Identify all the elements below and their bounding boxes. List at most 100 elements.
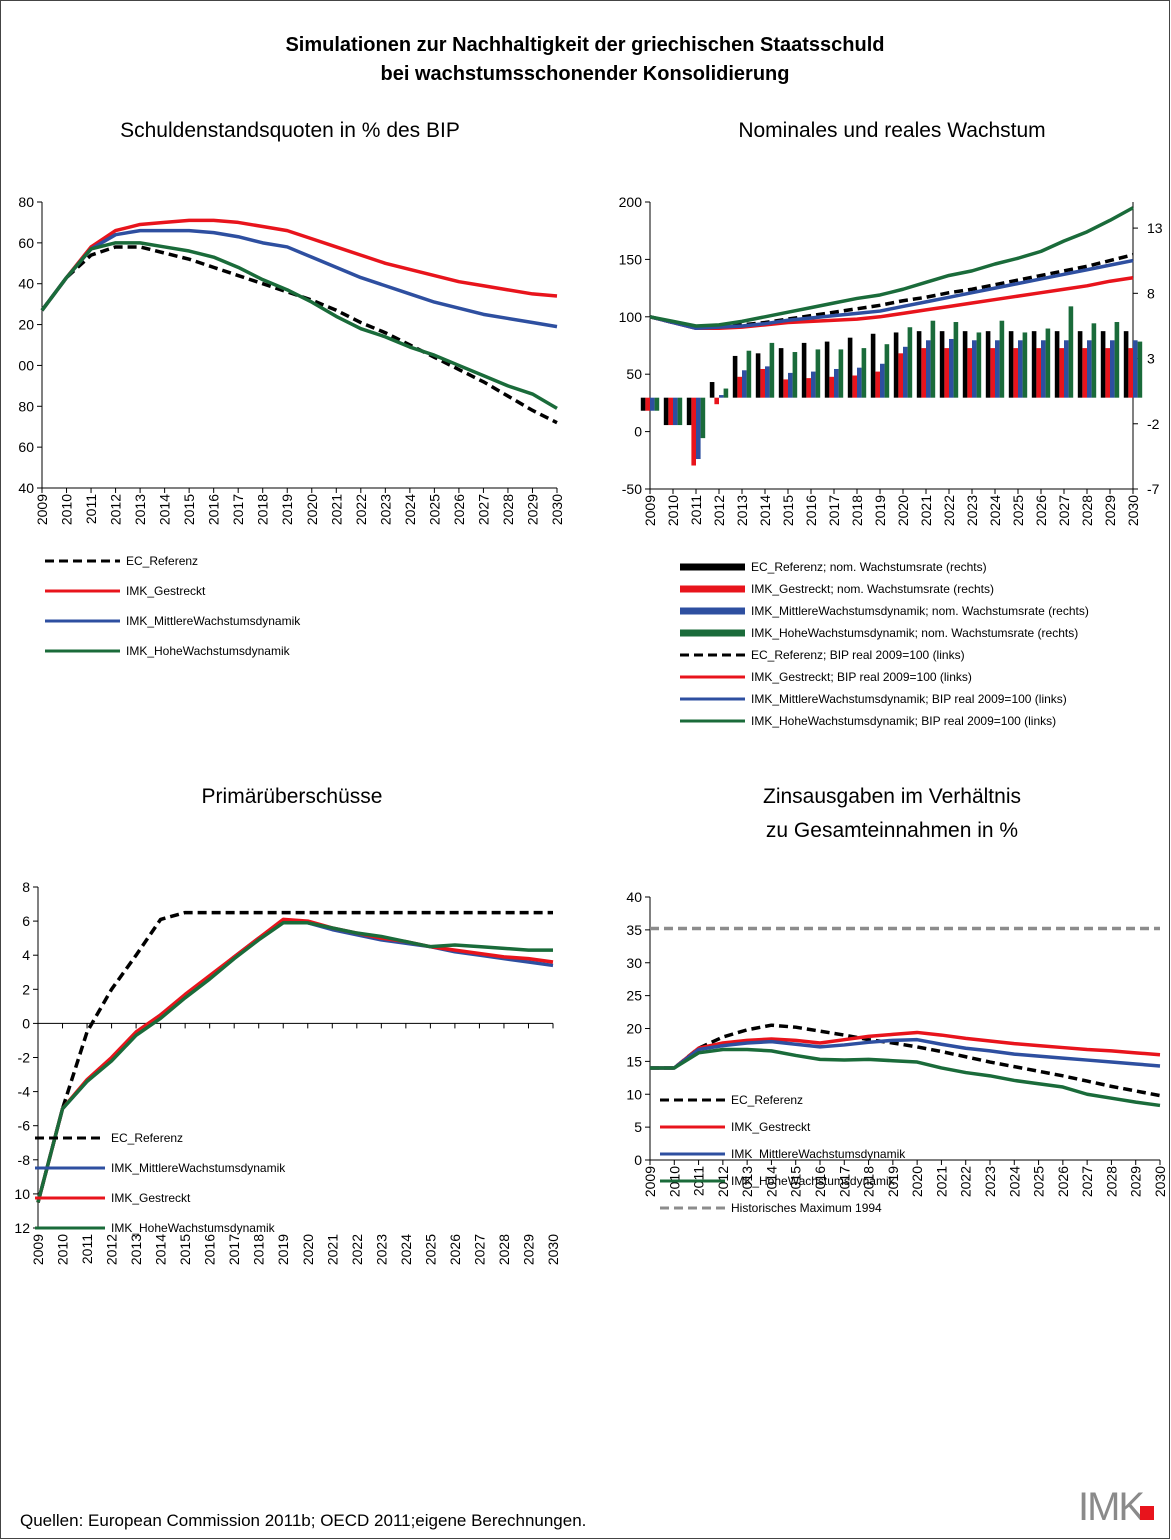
legend-label: IMK_Gestreckt [731, 1120, 811, 1134]
bar [654, 397, 660, 411]
bar [1045, 328, 1051, 398]
legend-label: IMK_HoheWachstumsdynamik; nom. Wachstums… [751, 626, 1078, 640]
x-tick-label: 2012 [711, 495, 727, 526]
bar [880, 363, 885, 398]
x-tick-label: 2029 [1102, 495, 1118, 526]
x-tick-label: 2029 [524, 494, 540, 525]
x-tick-label: 2011 [83, 494, 99, 524]
bar [723, 388, 729, 398]
x-tick-label: 2029 [520, 1234, 536, 1265]
bar [742, 370, 747, 398]
bar [714, 397, 719, 405]
y-tick-label: 5 [634, 1119, 642, 1135]
y2-tick-label: -7 [1147, 481, 1160, 497]
x-tick-label: 2018 [861, 1166, 877, 1197]
chart-title: Zinsausgaben im Verhältnis [763, 785, 1021, 808]
y-tick-label: 25 [626, 988, 642, 1004]
legend-label: IMK_HoheWachstumsdynamik [111, 1221, 276, 1235]
y-tick-label: -6 [18, 1118, 31, 1134]
bar [1137, 341, 1143, 398]
x-tick-label: 2020 [304, 494, 320, 525]
x-tick-label: 2018 [251, 1234, 267, 1265]
x-tick-label: 2027 [475, 494, 491, 525]
main-title: Simulationen zur Nachhaltigkeit der grie… [285, 34, 884, 56]
x-tick-label: 2019 [872, 495, 888, 526]
y-tick-label: 40 [626, 889, 642, 905]
x-tick-label: 2014 [757, 495, 773, 526]
bar [1008, 331, 1014, 398]
x-tick-label: 2019 [275, 1234, 291, 1265]
bar [1018, 340, 1023, 398]
bar [916, 331, 922, 398]
y2-tick-label: 13 [1147, 220, 1163, 236]
x-tick-label: 2020 [909, 1166, 925, 1197]
bar [1036, 348, 1041, 398]
chart-title: Primärüberschüsse [202, 785, 383, 808]
x-tick-label: 2017 [826, 495, 842, 526]
x-tick-label: 2026 [451, 494, 467, 525]
bar [1068, 306, 1074, 398]
line-series [650, 1023, 1161, 1098]
legend-label: EC_Referenz; nom. Wachstumsrate (rechts) [751, 560, 987, 574]
bar [921, 348, 926, 398]
x-tick-label: 2027 [471, 1234, 487, 1265]
bar [640, 397, 646, 411]
y-tick-label: 10 [14, 1186, 30, 1202]
bar [1110, 340, 1115, 398]
x-tick-label: 2011 [688, 495, 704, 525]
x-tick-label: 2012 [108, 494, 124, 525]
y-tick-label: 80 [18, 398, 34, 414]
y-tick-label: 00 [18, 357, 34, 373]
x-tick-label: 2016 [812, 1166, 828, 1197]
legend-label: IMK_MittlereWachstumsdynamik; BIP real 2… [751, 692, 1067, 706]
y-tick-label: 0 [634, 1152, 642, 1168]
line-series [40, 218, 558, 312]
y-tick-label: 80 [18, 194, 34, 210]
x-tick-label: 2025 [1031, 1166, 1047, 1197]
legend-label: IMK_HoheWachstumsdynamik [126, 644, 291, 658]
line-series [40, 228, 558, 329]
x-tick-label: 2015 [181, 494, 197, 525]
x-tick-label: 2016 [202, 1234, 218, 1265]
bar [1077, 331, 1083, 398]
bar [1105, 348, 1110, 398]
y2-tick-label: 8 [1147, 285, 1155, 301]
bar [875, 371, 880, 398]
chart-title: Schuldenstandsquoten in % des BIP [120, 119, 460, 142]
bar [884, 344, 890, 398]
bar [990, 348, 995, 398]
x-tick-label: 2029 [1128, 1166, 1144, 1197]
x-tick-label: 2009 [642, 495, 658, 526]
bar [663, 397, 669, 426]
bar [709, 382, 715, 398]
bar [811, 371, 816, 398]
legend-label: IMK_MittlereWachstumsdynamik [111, 1161, 286, 1175]
bar [755, 353, 761, 398]
y-tick-label: 150 [619, 251, 643, 267]
line-series [650, 1030, 1161, 1070]
y-tick-label: 30 [626, 955, 642, 971]
y-tick-label: 200 [619, 194, 643, 210]
bar [829, 376, 834, 398]
x-tick-label: 2017 [836, 1166, 852, 1197]
bar [1054, 331, 1060, 398]
x-tick-label: 2024 [402, 494, 418, 525]
x-tick-label: 2030 [549, 494, 565, 525]
x-tick-label: 2014 [157, 494, 173, 525]
bar [1013, 348, 1018, 398]
bar [1100, 331, 1106, 398]
bar [815, 349, 821, 398]
line-series [649, 258, 1134, 331]
bar [645, 397, 650, 411]
bar [765, 366, 770, 398]
y-tick-label: 12 [14, 1220, 30, 1236]
y-tick-label: 0 [22, 1015, 30, 1031]
y-tick-label: -4 [18, 1084, 31, 1100]
x-tick-label: 2027 [1079, 1166, 1095, 1197]
y-tick-label: 35 [626, 922, 642, 938]
x-tick-label: 2016 [803, 495, 819, 526]
x-tick-label: 2028 [1079, 495, 1095, 526]
bar [1087, 340, 1092, 398]
line-series [36, 910, 553, 1203]
